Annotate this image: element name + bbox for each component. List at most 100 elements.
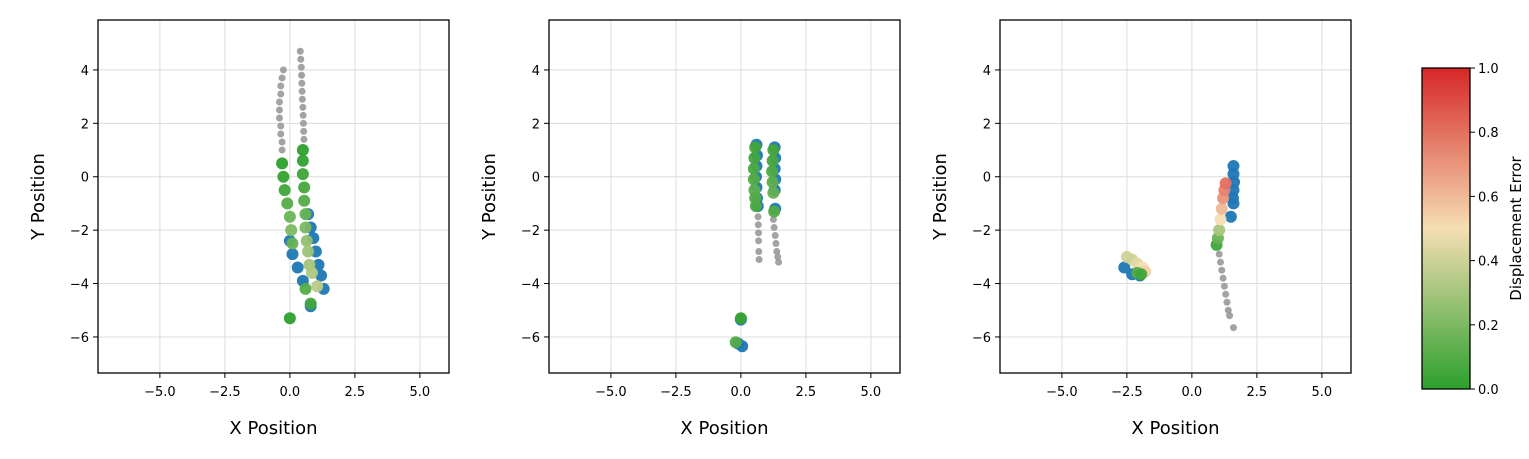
subplot: −5.0 −2.5 0.0 2.5 5.0 −6 −4 −2 0 2 4 X Position Y Po…: [479, 19, 901, 439]
point: [766, 165, 779, 178]
point: [770, 223, 778, 231]
x-tick-label: −2.5: [209, 385, 241, 400]
x-tick-label: −5.0: [1046, 385, 1078, 400]
axes-frame: [97, 19, 450, 374]
point: [755, 237, 763, 245]
point: [278, 184, 291, 197]
point: [296, 154, 309, 167]
point: [311, 280, 324, 293]
point: [1224, 210, 1237, 223]
y-tick-label: −2: [972, 224, 991, 239]
y-tick-label: 4: [532, 64, 540, 79]
point: [298, 87, 306, 95]
y-tick-label: 4: [81, 64, 89, 79]
point: [749, 200, 762, 213]
point: [302, 245, 315, 258]
colorbar-label: Displacement Error: [1507, 155, 1525, 300]
point: [312, 258, 325, 271]
point: [300, 127, 308, 135]
point: [1220, 282, 1228, 290]
x-tick-label: 2.5: [796, 385, 817, 400]
point: [297, 63, 305, 71]
point: [279, 66, 287, 74]
point: [1218, 266, 1226, 274]
point: [1135, 268, 1148, 281]
point: [299, 103, 307, 111]
point: [276, 157, 289, 170]
point: [1229, 324, 1237, 332]
subplot: −5.0 −2.5 0.0 2.5 5.0 −6 −4 −2 0 2 4 X Position Y Po…: [930, 19, 1352, 439]
point: [298, 95, 306, 103]
colorbar-tick-label: 0.2: [1478, 319, 1499, 334]
x-axis-label: X Position: [1131, 418, 1219, 439]
y-tick-label: −4: [70, 278, 89, 293]
point: [748, 152, 761, 165]
point: [1215, 250, 1223, 258]
point: [755, 248, 763, 256]
point: [1224, 306, 1232, 314]
x-tick-label: 2.5: [1247, 385, 1268, 400]
y-tick-label: 2: [81, 117, 89, 132]
point: [296, 47, 304, 55]
point: [299, 111, 307, 119]
point: [298, 71, 306, 79]
point: [755, 256, 763, 264]
point: [285, 224, 298, 237]
point: [1227, 197, 1240, 210]
point: [298, 79, 306, 87]
point: [283, 210, 296, 223]
point: [747, 162, 760, 175]
point: [296, 144, 309, 157]
x-tick-label: −2.5: [1111, 385, 1143, 400]
colorbar-tick-label: 0.4: [1478, 255, 1499, 270]
x-tick-label: −5.0: [144, 385, 176, 400]
point: [305, 266, 318, 279]
x-tick-label: 0.0: [731, 385, 752, 400]
point: [1216, 258, 1224, 266]
point: [767, 144, 780, 157]
point: [772, 239, 780, 247]
point: [1222, 290, 1230, 298]
y-tick-label: 0: [983, 171, 991, 186]
point: [299, 221, 312, 234]
x-tick-label: −2.5: [660, 385, 692, 400]
point: [297, 55, 305, 63]
point: [747, 173, 760, 186]
point: [275, 114, 283, 122]
point: [315, 269, 328, 282]
point: [277, 82, 285, 90]
point: [277, 90, 285, 98]
point: [278, 146, 286, 154]
point: [729, 336, 742, 349]
y-tick-label: 4: [983, 64, 991, 79]
point: [304, 297, 317, 310]
x-tick-label: 0.0: [280, 385, 301, 400]
x-tick-label: 5.0: [1312, 385, 1333, 400]
point: [1219, 177, 1232, 190]
y-tick-label: 0: [532, 171, 540, 186]
y-tick-label: 0: [81, 171, 89, 186]
y-tick-label: 2: [983, 117, 991, 132]
point: [299, 119, 307, 127]
colorbar-tick-label: 0.8: [1478, 126, 1499, 141]
point: [766, 176, 779, 189]
point: [283, 312, 296, 325]
point: [281, 197, 294, 210]
y-tick-label: −4: [521, 278, 540, 293]
y-tick-label: −6: [972, 331, 991, 346]
point: [774, 253, 782, 261]
y-tick-label: 2: [532, 117, 540, 132]
point: [300, 234, 313, 247]
point: [286, 237, 299, 250]
point: [1219, 274, 1227, 282]
y-axis-label: Y Position: [930, 153, 951, 241]
point: [755, 229, 763, 237]
y-tick-label: −6: [70, 331, 89, 346]
point: [754, 213, 762, 221]
colorbar-tick-label: 1.0: [1478, 62, 1499, 77]
point: [767, 186, 780, 199]
point: [298, 181, 311, 194]
point: [775, 258, 783, 266]
y-axis-label: Y Position: [479, 153, 500, 241]
x-tick-label: 5.0: [410, 385, 431, 400]
